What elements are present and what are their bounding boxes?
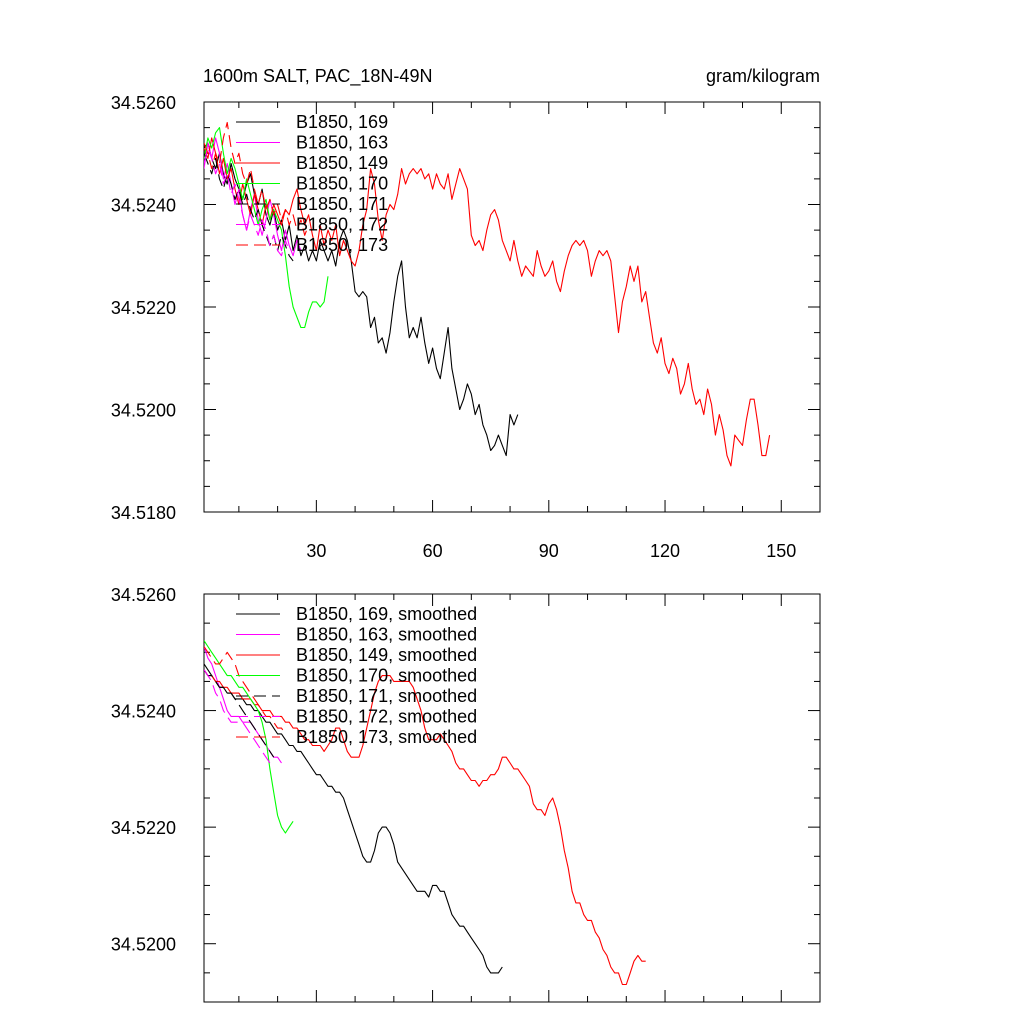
legend-label: B1850, 163 xyxy=(296,133,388,153)
x-tick-label: 60 xyxy=(423,541,443,561)
y-tick-label: 34.5220 xyxy=(111,818,176,838)
series-line xyxy=(204,663,503,974)
legend-label: B1850, 149, smoothed xyxy=(296,645,477,665)
legend-label: B1850, 163, smoothed xyxy=(296,625,477,645)
y-tick-label: 34.5240 xyxy=(111,196,176,216)
legend-label: B1850, 171 xyxy=(296,194,388,214)
y-tick-label: 34.5260 xyxy=(111,585,176,605)
x-tick-label: 30 xyxy=(306,541,326,561)
series-line xyxy=(204,669,275,758)
top-panel-raw: 1600m SALT, PAC_18N-49N gram/kilogram 30… xyxy=(111,66,821,561)
y-tick-label: 34.5220 xyxy=(111,298,176,318)
series-line xyxy=(204,142,519,457)
legend-label: B1850, 169, smoothed xyxy=(296,604,477,624)
series-line xyxy=(204,137,771,467)
bottom-panel-smoothed: 34.5200 34.5220 34.5240 34.5260 B1850, 169, … xyxy=(111,585,821,1003)
series-line xyxy=(204,127,329,329)
series-line xyxy=(204,646,286,735)
chart-title-left: 1600m SALT, PAC_18N-49N xyxy=(203,66,432,87)
series-line xyxy=(204,640,294,834)
series-group xyxy=(204,121,771,467)
series-line xyxy=(204,121,310,236)
legend-label: B1850, 171, smoothed xyxy=(296,686,477,706)
y-tick-label: 34.5200 xyxy=(111,401,176,421)
y-tick-label: 34.5260 xyxy=(111,93,176,113)
x-tick-label: 120 xyxy=(650,541,680,561)
legend-label: B1850, 172, smoothed xyxy=(296,707,477,727)
y-tick-label: 34.5240 xyxy=(111,702,176,722)
legend-label: B1850, 172 xyxy=(296,215,388,235)
legend-label: B1850, 173 xyxy=(296,235,388,255)
y-tick-label: 34.5200 xyxy=(111,935,176,955)
legend-label: B1850, 170 xyxy=(296,174,388,194)
series-line xyxy=(204,153,294,262)
legend-label: B1850, 149 xyxy=(296,153,388,173)
series-line xyxy=(204,147,290,257)
legend-label: B1850, 173, smoothed xyxy=(296,727,477,747)
units-label: gram/kilogram xyxy=(706,66,820,86)
legend-label: B1850, 169 xyxy=(296,112,388,132)
series-line xyxy=(204,646,282,764)
y-tick-label: 34.5180 xyxy=(111,503,176,523)
series-line xyxy=(204,669,274,764)
x-tick-label: 150 xyxy=(766,541,796,561)
legend-label: B1850, 170, smoothed xyxy=(296,666,477,686)
x-tick-label: 90 xyxy=(539,541,559,561)
